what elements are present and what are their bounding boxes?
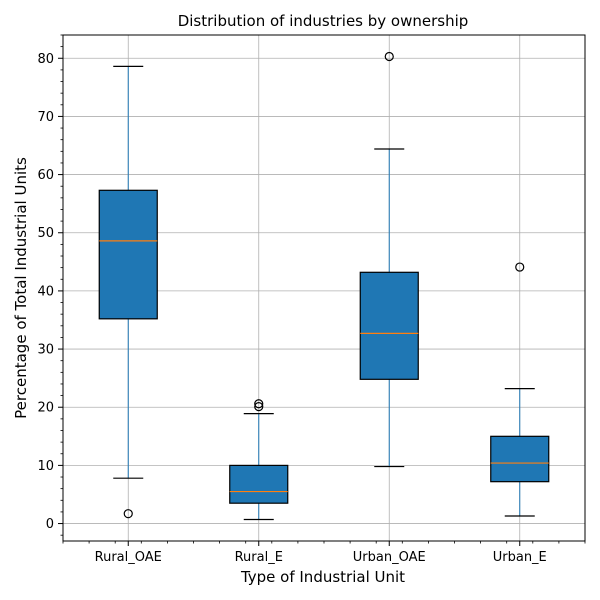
x-tick-label: Rural_E [235,550,283,565]
y-axis-label: Percentage of Total Industrial Units [12,157,30,419]
outlier-point [515,262,525,272]
boxplot-series [98,51,550,521]
box-group [490,262,550,517]
y-tick-label: 0 [46,517,54,532]
x-axis-label: Type of Industrial Unit [240,568,405,586]
box-iqr [490,435,550,483]
y-tick-label: 50 [37,226,54,241]
box-iqr [359,271,419,380]
outlier-point [384,51,394,62]
y-tick-label: 60 [37,168,54,183]
x-tick-label: Rural_OAE [95,550,162,565]
x-tick-label: Urban_OAE [353,550,426,565]
x-tick-label: Urban_E [493,550,547,565]
box-group [229,399,289,521]
axes: 0 10 20 30 40 50 60 70 80 Rural_OAE Rural_E Urban_O… [37,34,586,565]
box-group [98,65,158,519]
y-tick-label: 70 [37,110,54,125]
box-iqr [229,464,289,504]
box-group [359,51,419,468]
outlier-point [123,509,133,519]
chart-title: Distribution of industries by ownership [178,12,469,30]
y-tick-label: 20 [37,401,54,416]
outlier-point [254,402,264,412]
y-tick-label: 30 [37,343,54,358]
box-iqr [98,189,158,320]
y-tick-label: 80 [37,52,54,67]
y-tick-label: 10 [37,459,54,474]
plot-frame [62,34,586,542]
outlier-point [254,399,264,409]
y-tick-label: 40 [37,284,54,299]
